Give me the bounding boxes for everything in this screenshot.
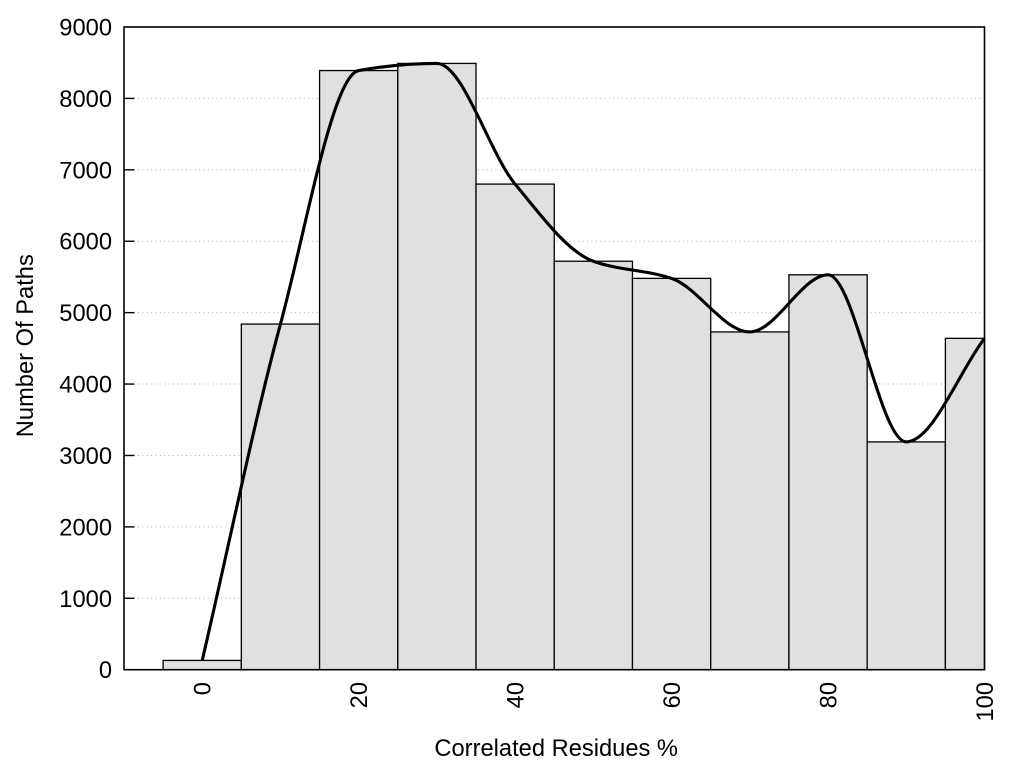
svg-text:Correlated Residues %: Correlated Residues % (434, 736, 678, 762)
svg-text:0: 0 (191, 682, 217, 695)
svg-text:1000: 1000 (59, 587, 112, 613)
svg-text:4000: 4000 (59, 373, 112, 399)
svg-text:8000: 8000 (59, 87, 112, 113)
svg-text:80: 80 (817, 682, 843, 708)
svg-text:6000: 6000 (59, 230, 112, 256)
svg-text:40: 40 (504, 682, 530, 708)
svg-text:Number Of Paths: Number Of Paths (13, 254, 39, 437)
svg-text:5000: 5000 (59, 301, 112, 327)
svg-text:100: 100 (973, 682, 999, 722)
svg-text:9000: 9000 (59, 16, 112, 42)
svg-text:0: 0 (99, 658, 112, 684)
svg-text:60: 60 (660, 682, 686, 708)
svg-text:3000: 3000 (59, 444, 112, 470)
svg-text:7000: 7000 (59, 158, 112, 184)
svg-text:2000: 2000 (59, 515, 112, 541)
svg-text:20: 20 (347, 682, 373, 708)
